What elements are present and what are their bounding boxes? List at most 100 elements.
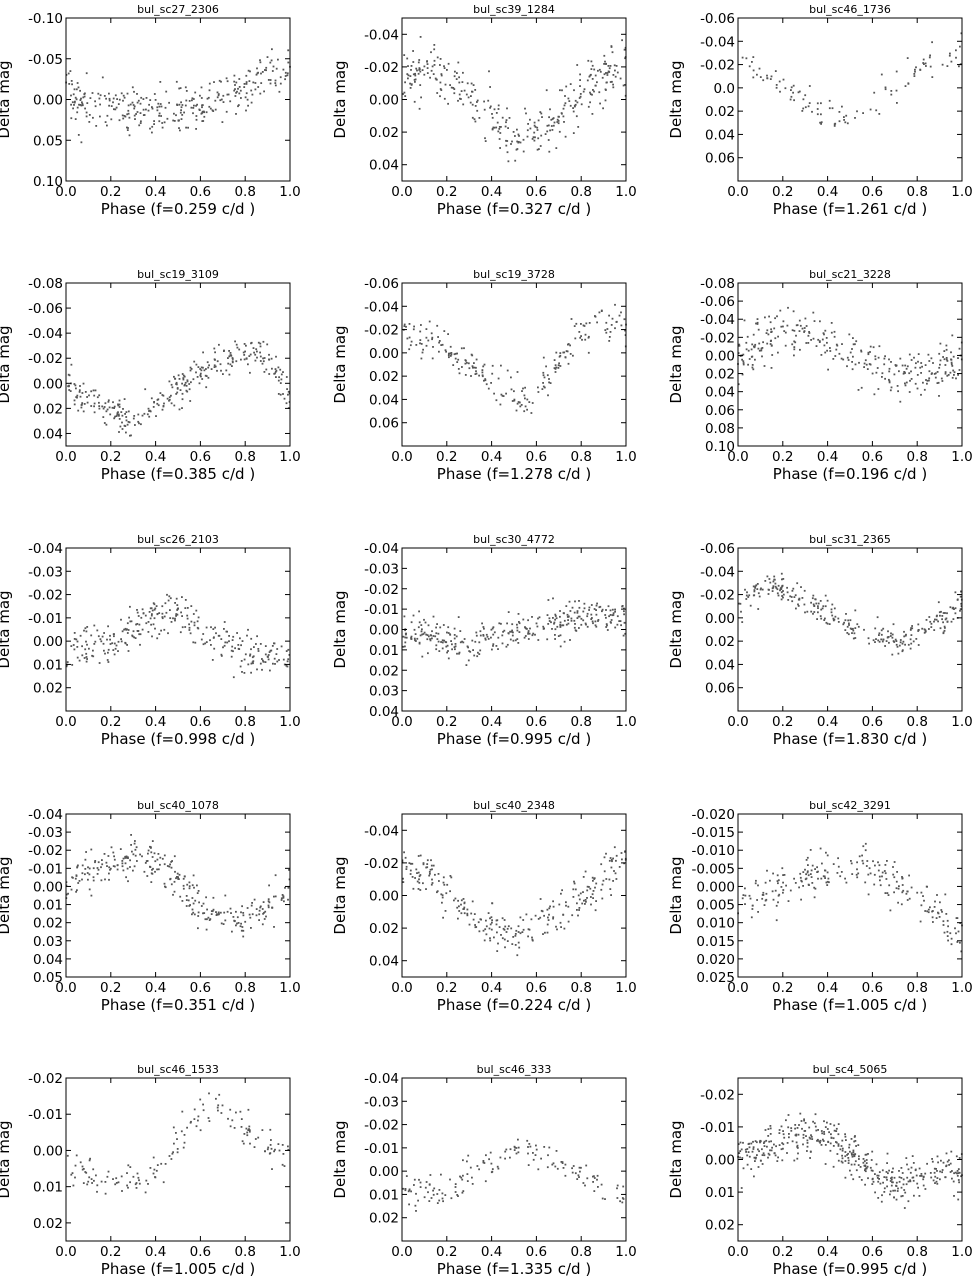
data-point xyxy=(191,99,193,102)
data-point xyxy=(580,617,583,620)
data-point xyxy=(134,118,136,120)
data-point xyxy=(545,89,548,92)
data-point xyxy=(605,72,607,74)
data-point xyxy=(830,322,833,324)
data-point xyxy=(99,638,102,641)
data-point xyxy=(279,382,282,384)
data-point xyxy=(776,592,779,595)
data-point xyxy=(267,904,270,907)
data-point xyxy=(446,644,449,647)
y-tick-label: 0.02 xyxy=(705,367,735,383)
data-point xyxy=(826,884,829,886)
data-point xyxy=(203,912,206,914)
data-point xyxy=(828,1131,830,1134)
data-point xyxy=(440,893,443,896)
data-point xyxy=(211,659,214,661)
x-tick-label: 0.6 xyxy=(862,980,883,996)
data-point xyxy=(449,352,452,355)
y-tick-label: 0.00 xyxy=(369,889,399,905)
data-point xyxy=(469,1166,472,1169)
data-point xyxy=(462,1174,464,1177)
data-point xyxy=(409,873,412,875)
data-point xyxy=(955,932,957,935)
x-tick-label: 0.8 xyxy=(234,449,255,465)
data-point xyxy=(280,899,283,901)
data-point xyxy=(117,650,119,652)
data-point xyxy=(816,618,818,620)
data-point xyxy=(485,919,487,922)
data-point xyxy=(582,619,585,622)
data-point xyxy=(567,615,570,618)
data-point xyxy=(789,889,792,892)
data-point xyxy=(465,93,468,96)
data-point xyxy=(75,1154,78,1157)
data-point xyxy=(614,626,617,629)
data-point xyxy=(135,623,137,626)
data-point xyxy=(287,390,290,393)
plot-frame xyxy=(737,1077,963,1242)
data-point xyxy=(573,626,576,629)
data-point xyxy=(829,1142,832,1145)
data-point xyxy=(180,611,182,614)
scatter-points xyxy=(402,597,627,666)
data-point xyxy=(240,97,242,99)
data-point xyxy=(780,591,783,594)
data-point xyxy=(445,641,448,644)
data-point xyxy=(606,624,608,627)
data-point xyxy=(784,344,787,347)
data-point xyxy=(107,1170,110,1173)
data-point xyxy=(923,388,926,391)
data-point xyxy=(202,912,204,915)
data-point xyxy=(889,389,892,392)
data-point xyxy=(129,1181,131,1184)
data-point xyxy=(796,324,799,326)
data-point xyxy=(208,364,210,367)
data-point xyxy=(127,880,129,883)
data-point xyxy=(764,316,766,319)
data-point xyxy=(402,881,405,883)
data-point xyxy=(865,1153,868,1156)
data-point xyxy=(824,1163,827,1165)
data-point xyxy=(955,56,957,59)
data-point xyxy=(741,373,744,376)
data-point xyxy=(493,126,496,129)
data-point xyxy=(259,92,262,95)
data-point xyxy=(588,606,591,609)
data-point xyxy=(798,886,800,889)
data-point xyxy=(173,880,176,883)
data-point xyxy=(616,71,619,74)
data-point xyxy=(923,631,926,634)
data-point xyxy=(893,876,896,879)
data-point xyxy=(893,373,896,376)
chart-title: bul_sc26_2103 xyxy=(137,533,219,546)
data-point xyxy=(899,639,902,641)
data-point xyxy=(287,658,290,661)
data-point xyxy=(897,1187,899,1190)
data-point xyxy=(419,1181,422,1184)
data-point xyxy=(861,854,863,857)
data-point xyxy=(766,77,769,79)
x-tick-label: 1.0 xyxy=(615,714,636,730)
data-point xyxy=(414,81,416,83)
data-point xyxy=(794,1124,797,1126)
data-point xyxy=(160,629,162,632)
data-point xyxy=(482,634,485,637)
data-point xyxy=(205,626,208,629)
data-point xyxy=(70,363,73,366)
data-point xyxy=(482,626,485,628)
data-point xyxy=(217,1109,219,1112)
data-point xyxy=(481,371,484,374)
data-point xyxy=(537,119,540,122)
data-point xyxy=(770,344,773,347)
data-point xyxy=(595,625,598,628)
data-point xyxy=(247,663,250,666)
data-point xyxy=(498,138,501,140)
data-point xyxy=(492,633,495,636)
data-point xyxy=(609,888,612,890)
data-point xyxy=(453,627,456,630)
data-point xyxy=(603,54,606,57)
data-point xyxy=(404,645,406,648)
data-point xyxy=(481,374,484,377)
data-point xyxy=(918,1195,921,1197)
data-point xyxy=(90,1178,93,1180)
